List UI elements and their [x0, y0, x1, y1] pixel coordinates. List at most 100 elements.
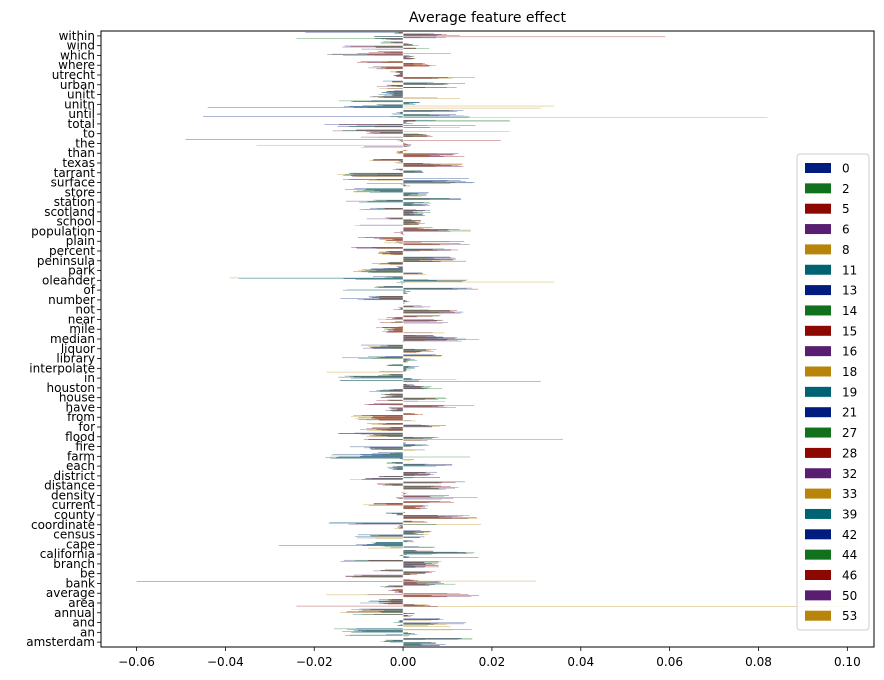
y-tick-label-until: until [68, 107, 95, 121]
legend-swatch-5 [805, 203, 831, 214]
legend-swatch-18 [805, 366, 831, 377]
legend: 0 2 5 6 8 11 13 14 15 16 18 19 21 27 28 32 33 39 42 44 46 50 5… [796, 153, 870, 631]
y-tick-label-wind: wind [67, 39, 95, 53]
legend-label-42: 42 [842, 528, 857, 542]
y-tick-label-current: current [52, 498, 96, 512]
y-tick-label-park: park [68, 264, 95, 278]
y-tick-label-bank: bank [65, 576, 95, 590]
legend-swatch-50 [805, 590, 831, 601]
y-tick-label-average: average [46, 586, 95, 600]
y-tick-label-percent: percent [49, 244, 95, 258]
y-tick-label-cape: cape [66, 537, 95, 551]
legend-label-32: 32 [842, 467, 857, 481]
x-tick-label: 0.00 [390, 655, 417, 669]
legend-label-6: 6 [842, 223, 850, 237]
y-tick-label-an: an [80, 625, 95, 639]
x-tick-label: 0.06 [656, 655, 683, 669]
y-tick-label-california: california [40, 547, 95, 561]
legend-label-50: 50 [842, 589, 857, 603]
y-tick-label-census: census [53, 528, 95, 542]
y-tick-label-annual: annual [54, 606, 95, 620]
y-tick-label-scotland: scotland [44, 205, 95, 219]
y-tick-label-branch: branch [53, 557, 95, 571]
legend-swatch-11 [805, 264, 831, 275]
y-tick-label-total: total [68, 117, 95, 131]
legend-swatch-46 [805, 570, 831, 580]
legend-swatch-0 [805, 163, 831, 173]
plot-frame [100, 30, 875, 648]
y-tick-label-fire: fire [75, 440, 95, 454]
y-tick-label-flood: flood [65, 430, 95, 444]
legend-label-15: 15 [842, 324, 857, 338]
y-tick-label-interpolate: interpolate [29, 361, 95, 375]
legend-swatch-39 [805, 508, 831, 519]
y-tick-label-near: near [68, 312, 95, 326]
x-tick-label: −0.06 [118, 655, 155, 669]
legend-swatch-8 [805, 244, 831, 255]
y-tick-label-house: house [59, 391, 95, 405]
y-tick-label-utrecht: utrecht [52, 68, 96, 82]
legend-swatch-19 [805, 386, 831, 397]
legend-swatch-14 [805, 305, 831, 316]
legend-label-8: 8 [842, 243, 850, 257]
legend-label-21: 21 [842, 406, 857, 420]
y-tick-label-number: number [48, 293, 95, 307]
y-tick-label-area: area [68, 596, 95, 610]
legend-label-2: 2 [842, 182, 850, 196]
x-tick-label: 0.10 [834, 655, 861, 669]
y-tick-label-oleander: oleander [42, 273, 95, 287]
legend-swatch-21 [805, 407, 831, 418]
legend-label-11: 11 [842, 263, 857, 277]
y-tick-label-plain: plain [66, 234, 95, 248]
y-tick-label-school: school [57, 215, 95, 229]
legend-label-39: 39 [842, 507, 857, 521]
legend-swatch-6 [805, 224, 831, 235]
legend-swatch-15 [805, 325, 831, 336]
y-tick-label-tarrant: tarrant [54, 166, 96, 180]
legend-swatch-2 [805, 183, 831, 194]
y-tick-label-than: than [68, 146, 95, 160]
legend-swatch-13 [805, 285, 831, 296]
y-tick-label-the: the [75, 136, 95, 150]
y-tick-label-liquor: liquor [61, 342, 95, 356]
y-tick-label-be: be [80, 567, 95, 581]
legend-label-0: 0 [842, 162, 850, 176]
legend-label-33: 33 [842, 487, 857, 501]
legend-swatch-28 [805, 447, 831, 458]
y-tick-label-coordinate: coordinate [31, 518, 95, 532]
legend-label-18: 18 [842, 365, 857, 379]
y-tick-label-of: of [83, 283, 95, 297]
y-tick-label-station: station [54, 195, 95, 209]
y-tick-label-population: population [31, 224, 95, 238]
y-tick-label-for: for [79, 420, 96, 434]
x-tick-label: −0.04 [207, 655, 244, 669]
legend-swatch-27 [805, 427, 831, 438]
y-tick-label-mile: mile [69, 322, 95, 336]
legend-label-44: 44 [842, 548, 857, 562]
legend-swatch-42 [805, 529, 831, 540]
y-tick-label-texas: texas [62, 156, 95, 170]
legend-swatch-16 [805, 346, 831, 357]
y-tick-label-county: county [54, 508, 95, 522]
y-tick-label-have: have [66, 400, 95, 414]
y-tick-label-median: median [50, 332, 95, 346]
legend-swatch-32 [805, 468, 831, 479]
y-tick-label-peninsula: peninsula [37, 254, 95, 268]
y-tick-label-not: not [75, 303, 95, 317]
y-tick-label-store: store [65, 185, 95, 199]
y-axis-ticks: withinwindwhichwhereutrechturbanunittuni… [26, 29, 101, 649]
y-tick-label-distance: distance [44, 479, 95, 493]
legend-label-16: 16 [842, 345, 857, 359]
y-tick-label-which: which [60, 48, 95, 62]
legend-label-13: 13 [842, 284, 857, 298]
x-tick-label: −0.02 [296, 655, 333, 669]
legend-swatch-53 [805, 610, 831, 621]
y-tick-label-district: district [54, 469, 96, 483]
y-tick-label-urban: urban [60, 78, 95, 92]
y-tick-label-unitt: unitt [67, 88, 95, 102]
bars-group [136, 31, 848, 647]
y-tick-label-within: within [59, 29, 95, 43]
x-tick-label: 0.04 [567, 655, 594, 669]
y-tick-label-and: and [72, 616, 95, 630]
y-tick-label-surface: surface [51, 176, 95, 190]
